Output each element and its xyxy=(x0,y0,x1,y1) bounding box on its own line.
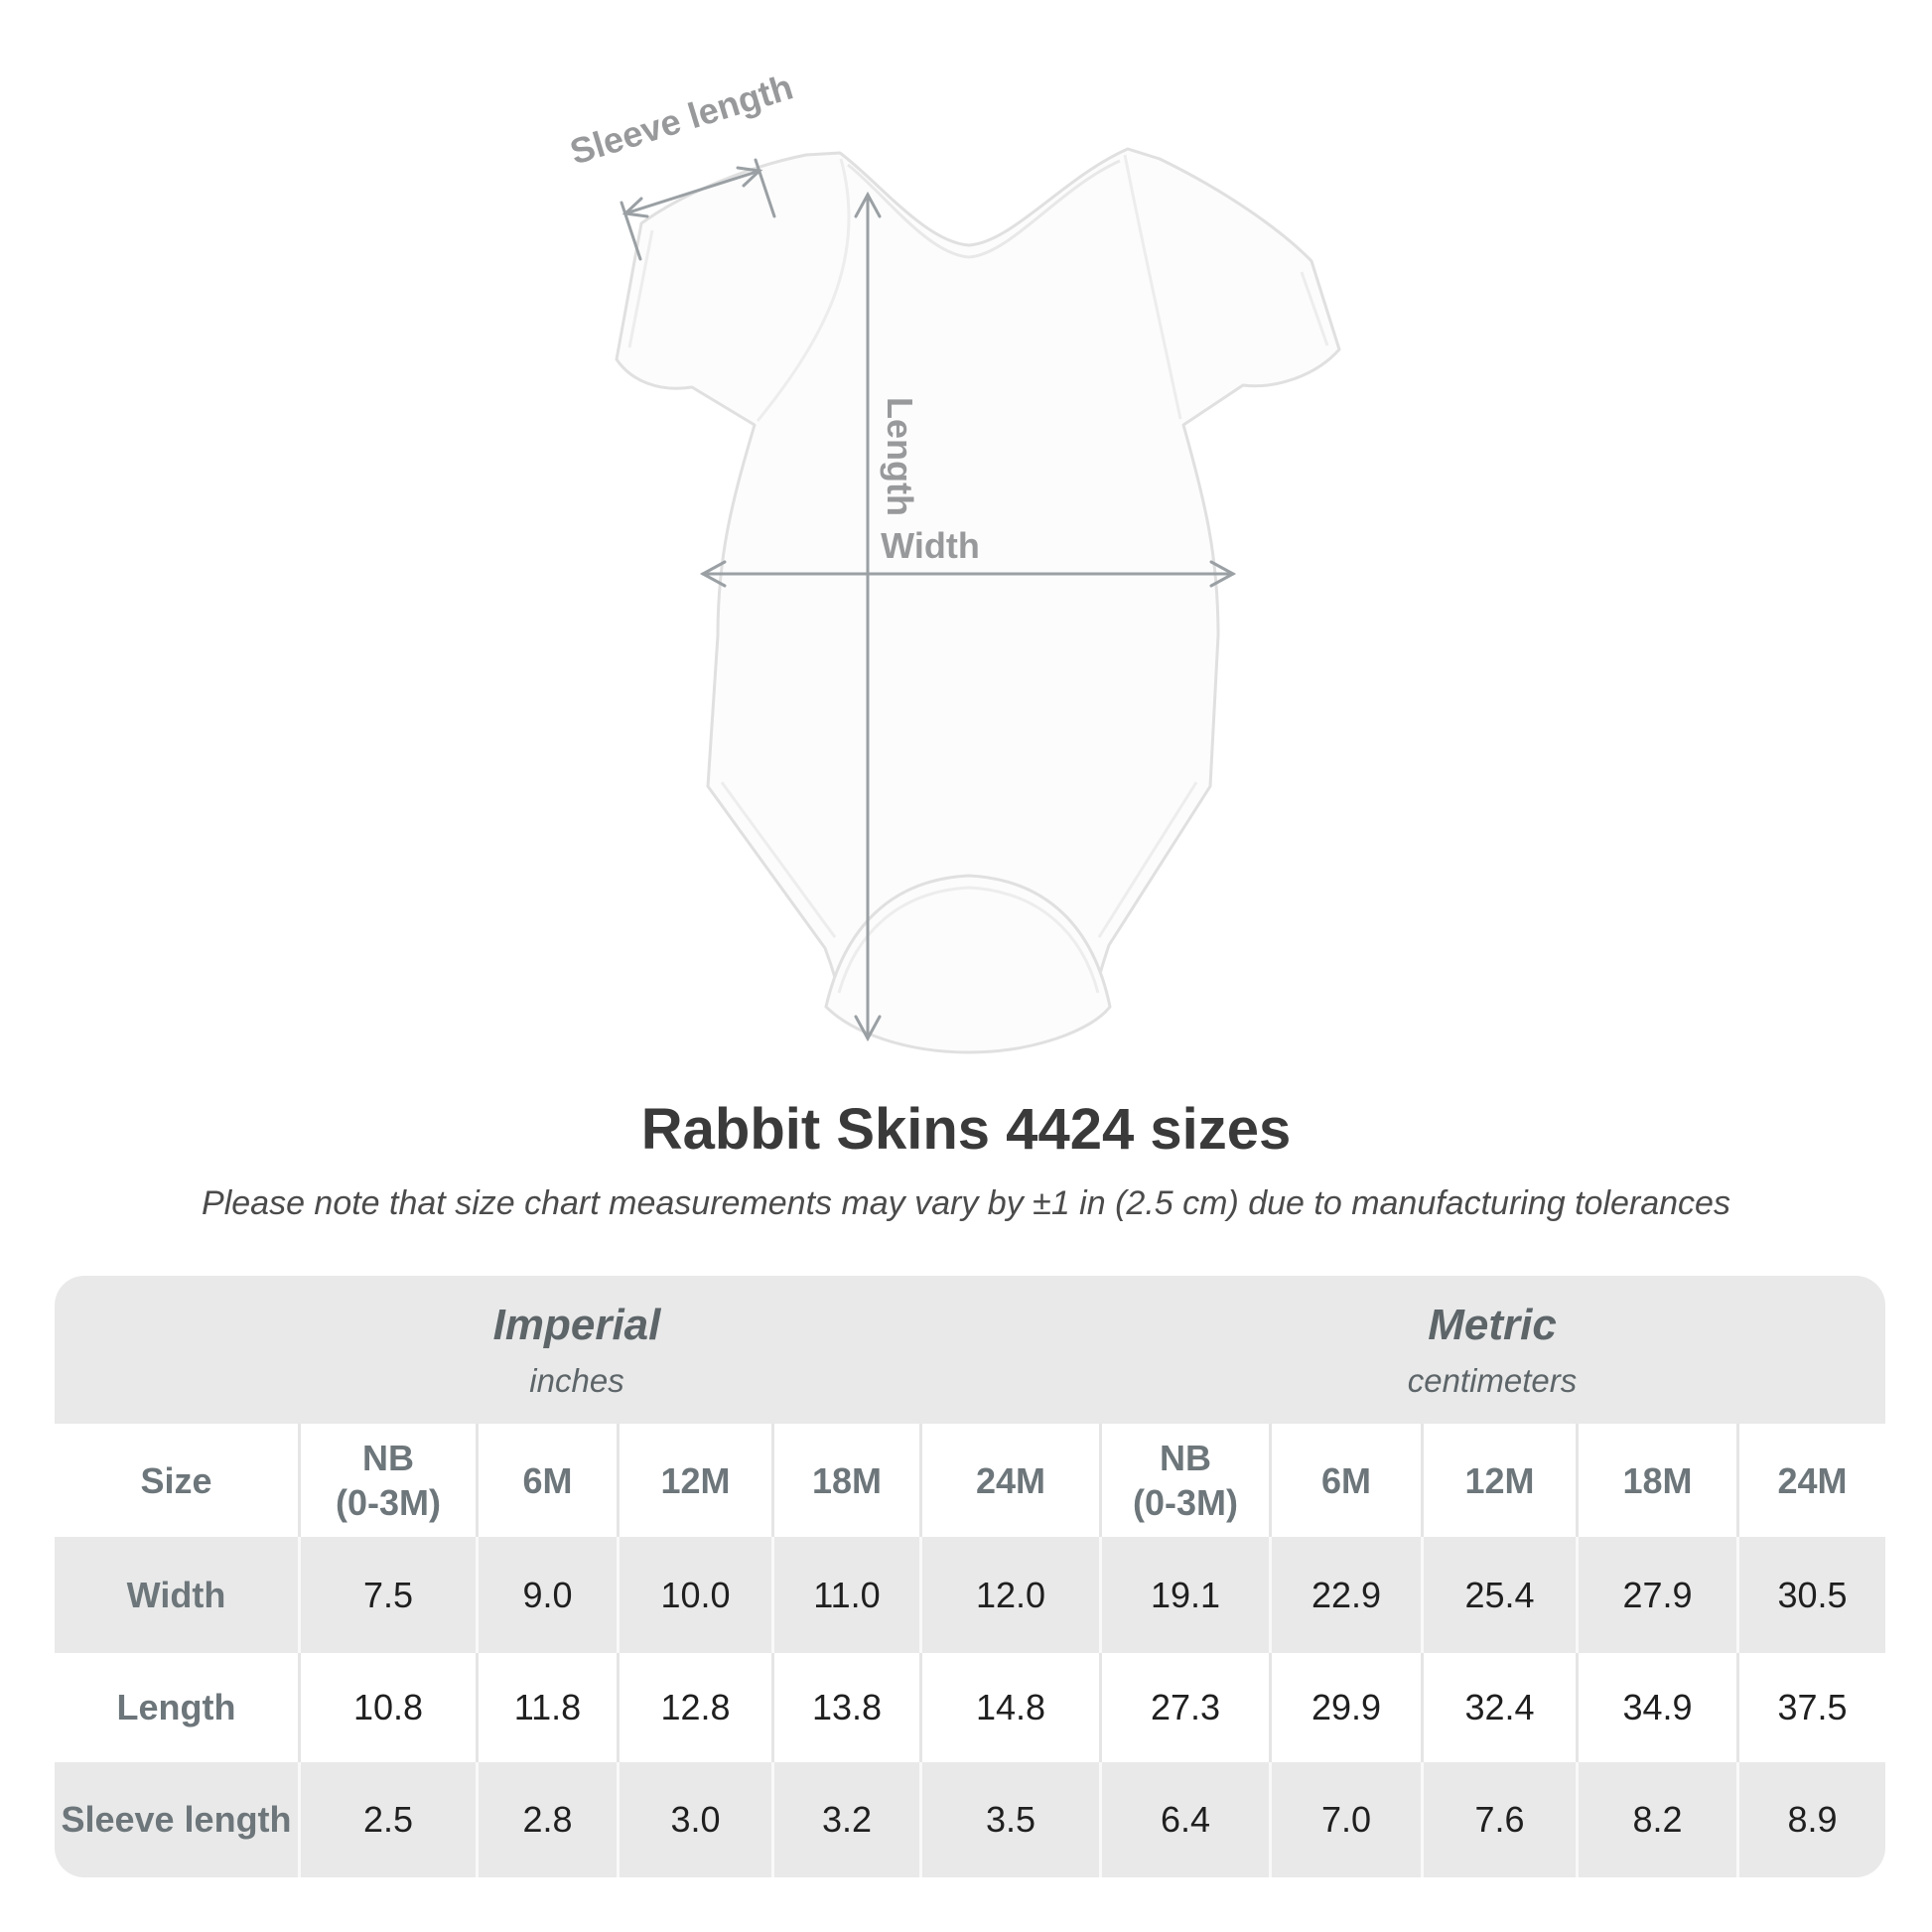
col-header-metric-6m: 6M xyxy=(1269,1424,1421,1537)
row-label-width: Width xyxy=(55,1537,298,1653)
sleeve-length-label: Sleeve length xyxy=(565,67,797,173)
title-block: Rabbit Skins 4424 sizes Please note that… xyxy=(0,1096,1932,1223)
col-header-metric-18m: 18M xyxy=(1576,1424,1736,1537)
sleeve-imperial-24m: 3.5 xyxy=(919,1762,1099,1877)
col-header-imperial-24m: 24M xyxy=(919,1424,1099,1537)
length-metric-12m: 32.4 xyxy=(1421,1653,1576,1762)
length-label: Length xyxy=(880,397,920,516)
length-imperial-6m: 11.8 xyxy=(476,1653,617,1762)
length-metric-18m: 34.9 xyxy=(1576,1653,1736,1762)
sleeve-metric-18m: 8.2 xyxy=(1576,1762,1736,1877)
width-imperial-24m: 12.0 xyxy=(919,1537,1099,1653)
size-column-header: Size xyxy=(55,1424,298,1537)
width-metric-24m: 30.5 xyxy=(1736,1537,1885,1653)
length-imperial-24m: 14.8 xyxy=(919,1653,1099,1762)
length-arrow xyxy=(854,191,882,1042)
width-metric-nb: 19.1 xyxy=(1099,1537,1269,1653)
section-imperial-title: Imperial xyxy=(492,1300,661,1349)
width-arrow xyxy=(699,560,1237,588)
sleeve-imperial-nb: 2.5 xyxy=(298,1762,476,1877)
col-header-imperial-12m: 12M xyxy=(617,1424,771,1537)
section-metric-title: Metric xyxy=(1428,1300,1557,1349)
section-imperial-unit: inches xyxy=(529,1361,624,1399)
col-header-metric-nb: NB (0-3M) xyxy=(1099,1424,1269,1537)
width-imperial-12m: 10.0 xyxy=(617,1537,771,1653)
row-label-length: Length xyxy=(55,1653,298,1762)
width-metric-18m: 27.9 xyxy=(1576,1537,1736,1653)
width-imperial-nb: 7.5 xyxy=(298,1537,476,1653)
size-chart-table: Imperial inches Metric centimeters Size … xyxy=(55,1276,1885,1877)
length-imperial-nb: 10.8 xyxy=(298,1653,476,1762)
width-imperial-6m: 9.0 xyxy=(476,1537,617,1653)
section-metric: Metric centimeters xyxy=(1099,1276,1885,1424)
width-imperial-18m: 11.0 xyxy=(771,1537,919,1653)
page-title: Rabbit Skins 4424 sizes xyxy=(640,1097,1292,1162)
width-metric-12m: 25.4 xyxy=(1421,1537,1576,1653)
section-metric-unit: centimeters xyxy=(1407,1361,1578,1399)
sleeve-imperial-18m: 3.2 xyxy=(771,1762,919,1877)
sleeve-metric-12m: 7.6 xyxy=(1421,1762,1576,1877)
length-imperial-12m: 12.8 xyxy=(617,1653,771,1762)
col-header-imperial-6m: 6M xyxy=(476,1424,617,1537)
page-subtitle: Please note that size chart measurements… xyxy=(202,1184,1730,1222)
width-metric-6m: 22.9 xyxy=(1269,1537,1421,1653)
length-metric-24m: 37.5 xyxy=(1736,1653,1885,1762)
width-label: Width xyxy=(881,525,980,566)
col-header-metric-12m: 12M xyxy=(1421,1424,1576,1537)
col-header-metric-24m: 24M xyxy=(1736,1424,1885,1537)
sleeve-metric-6m: 7.0 xyxy=(1269,1762,1421,1877)
onesie-illustration xyxy=(615,147,1341,1054)
row-label-sleeve-length: Sleeve length xyxy=(55,1762,298,1877)
col-header-imperial-18m: 18M xyxy=(771,1424,919,1537)
sleeve-metric-nb: 6.4 xyxy=(1099,1762,1269,1877)
sleeve-metric-24m: 8.9 xyxy=(1736,1762,1885,1877)
length-metric-nb: 27.3 xyxy=(1099,1653,1269,1762)
col-header-imperial-nb: NB (0-3M) xyxy=(298,1424,476,1537)
sleeve-imperial-12m: 3.0 xyxy=(617,1762,771,1877)
length-imperial-18m: 13.8 xyxy=(771,1653,919,1762)
section-imperial: Imperial inches xyxy=(55,1276,1099,1424)
sleeve-imperial-6m: 2.8 xyxy=(476,1762,617,1877)
sleeve-length-arrow xyxy=(620,158,776,261)
length-metric-6m: 29.9 xyxy=(1269,1653,1421,1762)
onesie-diagram: Sleeve length Length Width xyxy=(565,67,1341,1054)
